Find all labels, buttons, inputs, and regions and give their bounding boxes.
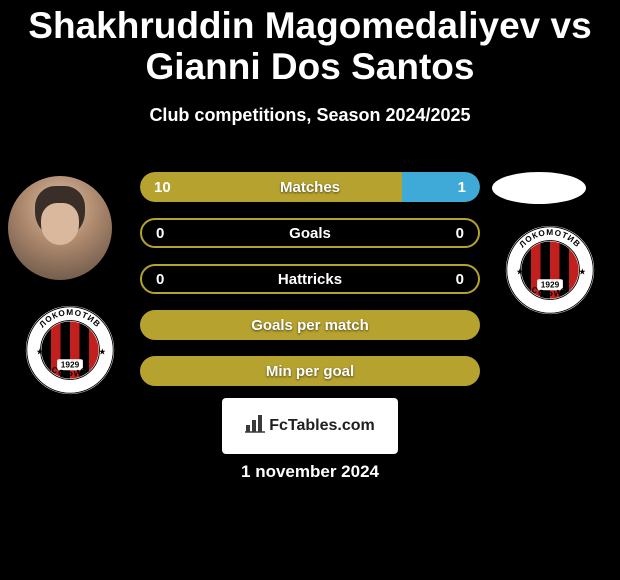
date-line: 1 november 2024 xyxy=(0,462,620,482)
stat-value-right: 0 xyxy=(456,266,464,292)
stat-row: Matches10 1 xyxy=(140,172,480,202)
stat-row: Goals per match xyxy=(140,310,480,340)
stat-value-left: 10 xyxy=(154,172,171,202)
face-placeholder xyxy=(8,176,112,280)
stat-label: Goals xyxy=(142,220,478,246)
svg-text:1929: 1929 xyxy=(61,360,80,369)
stat-label: Hattricks xyxy=(142,266,478,292)
stat-value-left: 0 xyxy=(156,266,164,292)
svg-text:1929: 1929 xyxy=(541,280,560,289)
stat-label: Goals per match xyxy=(140,310,480,340)
player-photo-left xyxy=(8,176,112,280)
bars-icon xyxy=(245,415,265,438)
stat-label: Min per goal xyxy=(140,356,480,386)
player-photo-right xyxy=(492,172,586,204)
stat-value-left: 0 xyxy=(156,220,164,246)
club-crest-right: 1929ЛОКОМОТИВСОФИЯ★★ xyxy=(504,224,596,316)
fctables-badge[interactable]: FcTables.com xyxy=(222,398,398,454)
stat-row: Min per goal xyxy=(140,356,480,386)
fctables-label: FcTables.com xyxy=(269,417,375,435)
page-title: Shakhruddin Magomedaliyev vs Gianni Dos … xyxy=(0,0,620,87)
stat-value-right: 1 xyxy=(458,172,466,202)
stats-area: Matches101Goals00Hattricks00Goals per ma… xyxy=(140,172,480,402)
svg-text:★: ★ xyxy=(579,268,586,277)
svg-text:★: ★ xyxy=(36,348,43,357)
subtitle: Club competitions, Season 2024/2025 xyxy=(0,105,620,126)
stat-label: Matches xyxy=(140,172,480,202)
stat-value-right: 0 xyxy=(456,220,464,246)
svg-text:★: ★ xyxy=(516,268,523,277)
club-crest-left: 1929ЛОКОМОТИВСОФИЯ★★ xyxy=(24,304,116,396)
stat-row: Hattricks0 0 xyxy=(140,264,480,294)
svg-text:★: ★ xyxy=(99,348,106,357)
stat-row: Goals0 0 xyxy=(140,218,480,248)
